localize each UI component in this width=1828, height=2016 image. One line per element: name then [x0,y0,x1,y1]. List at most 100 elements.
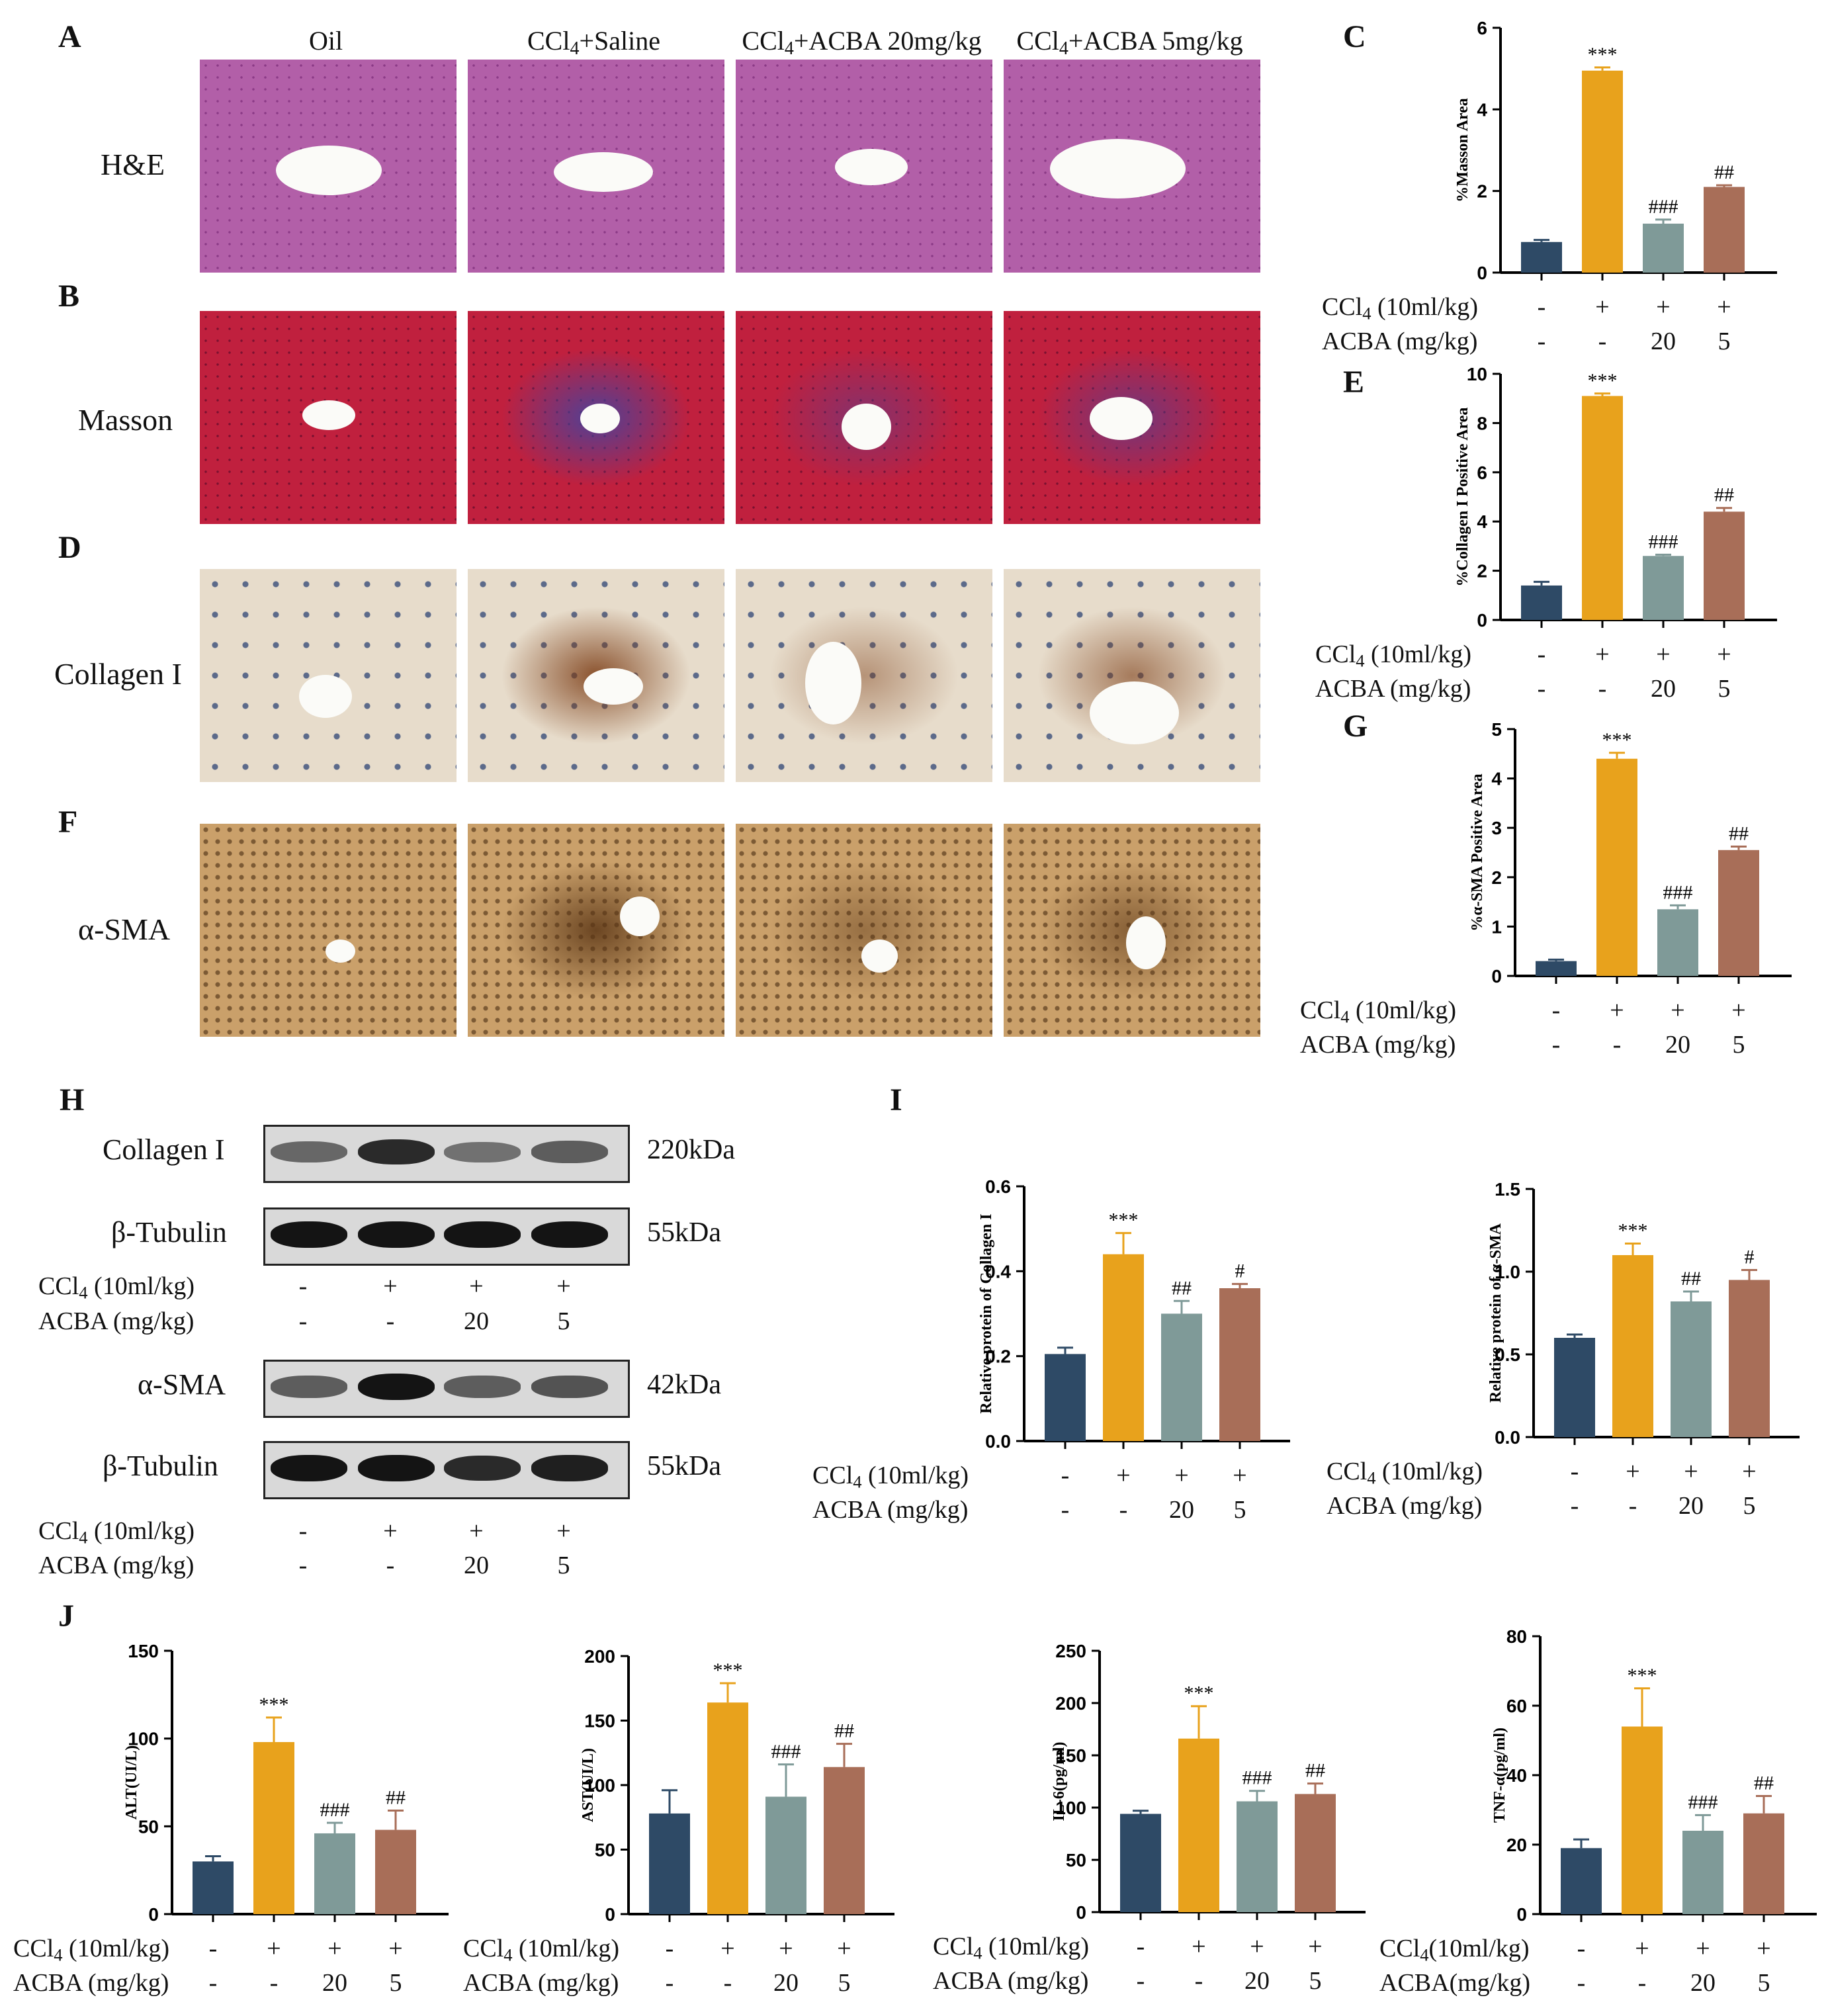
y-tick-label: 4 [1491,769,1502,789]
bar [1657,909,1698,976]
acba-row-value: 20 [1651,675,1676,703]
acba-row-value: 5 [1757,1969,1770,1997]
blot-band [271,1141,347,1163]
blot-band [531,1221,608,1249]
acba-row-value: - [269,1969,279,1997]
y-axis-label: %Collagen I Positive Area [1454,408,1471,587]
significance-label: ## [1681,1268,1701,1290]
bar [1219,1288,1260,1441]
blot-band [444,1221,521,1249]
vessel-lumen [861,940,898,973]
blot-acba-row-value: 20 [464,1307,489,1335]
y-tick-label: 0.0 [985,1431,1011,1452]
y-tick-label: 4 [1477,511,1487,532]
significance-label: ### [1649,531,1678,552]
micrograph-masson-2 [466,310,726,525]
y-tick-label: 3 [1491,818,1502,838]
ccl4-row-label: CCl4 (10ml/kg) [1322,293,1479,324]
vessel-lumen [580,404,620,433]
vessel-lumen [299,675,352,718]
bar [1643,556,1684,620]
significance-label: ## [1714,484,1734,506]
vessel-lumen [805,642,861,724]
y-axis-label: TNF-α(pg/ml) [1491,1728,1508,1823]
blot-acba-row-value: - [298,1307,308,1335]
bar [314,1833,355,1914]
micrograph-collagen-3 [734,568,994,783]
blot-kda-label: 220kDa [647,1135,735,1165]
significance-label: ### [1242,1767,1272,1789]
blot-ccl4-row-value: + [383,1272,398,1300]
bar [1536,961,1577,976]
blot-strip [263,1360,630,1418]
significance-label: # [1235,1260,1245,1282]
bar [1521,241,1562,273]
y-tick-label: 10 [1467,364,1487,384]
blot-band [531,1141,608,1163]
acba-row-label: ACBA (mg/kg) [1327,1492,1483,1520]
column-header-acba-20: CCl4+ACBA 20mg/kg [742,26,982,59]
bar [1612,1255,1653,1437]
significance-label: *** [1618,1220,1648,1242]
panel-label-e: E [1343,365,1365,400]
acba-row-value: 5 [1718,328,1731,355]
significance-label: ### [1649,196,1678,218]
ccl4-row-value: + [1731,996,1746,1024]
blot-protein-label: β-Tubulin [103,1450,218,1482]
y-tick-label: 100 [1055,1798,1086,1818]
blot-band [531,1375,608,1399]
ccl4-row-value: - [665,1935,674,1962]
blot-acba-row-label: ACBA (mg/kg) [38,1307,195,1335]
bar [1178,1738,1219,1912]
bar [1161,1313,1202,1441]
significance-label: ### [1663,881,1693,903]
blot-ccl4-row-2-value: + [469,1517,484,1545]
ccl4-row-label: CCl4 (10ml/kg) [1327,1458,1483,1488]
acba-row-value: 5 [1718,675,1731,703]
vessel-lumen [620,897,660,936]
bar [1237,1801,1278,1912]
significance-label: ## [1305,1760,1325,1782]
bar [1704,511,1745,620]
blot-ccl4-row-label: CCl4 (10ml/kg) [38,1272,195,1303]
ccl4-row-value: + [1626,1458,1640,1485]
blot-band [358,1373,435,1401]
bar [1743,1813,1784,1914]
y-tick-label: 4 [1477,99,1487,120]
blot-acba-row-2-value: - [298,1552,308,1579]
bar [1554,1338,1595,1437]
acba-row-value: - [1537,675,1546,703]
panel-label-d: D [58,530,81,565]
bar [1561,1848,1602,1914]
y-tick-label: 0.6 [985,1176,1011,1197]
y-tick-label: 0 [1477,263,1487,283]
acba-row-value: 20 [1244,1967,1270,1995]
micrograph-asma-3 [734,822,994,1038]
vessel-lumen [584,668,643,705]
y-tick-label: 8 [1477,413,1487,433]
acba-row-value: - [1577,1969,1586,1997]
blot-band [271,1376,347,1398]
acba-row-label: ACBA (mg/kg) [933,1967,1089,1995]
blot-band [358,1454,435,1482]
blot-band [358,1139,435,1165]
micrograph-collagen-2 [466,568,726,783]
significance-label: *** [259,1694,289,1716]
column-header-ccl4-saline: CCl4+Saline [527,26,661,59]
bar [1582,70,1623,273]
acba-row-value: - [1570,1492,1579,1520]
significance-label: *** [713,1659,743,1681]
acba-row-value: 5 [1732,1031,1745,1059]
ccl4-row-value: + [1595,293,1610,321]
blot-strip [263,1125,630,1183]
blot-strip [263,1207,630,1266]
chart-i2: 0.0 0.5 1.0 1.5 Relative protein of α-SMA ***… [1487,1179,1800,1448]
significance-label: *** [1588,44,1618,66]
micrograph-asma-2 [466,822,726,1038]
vessel-lumen [326,940,355,963]
acba-row-value: 20 [1678,1492,1704,1520]
acba-row-value: - [1551,1031,1561,1059]
acba-row-value: 20 [322,1969,347,1997]
